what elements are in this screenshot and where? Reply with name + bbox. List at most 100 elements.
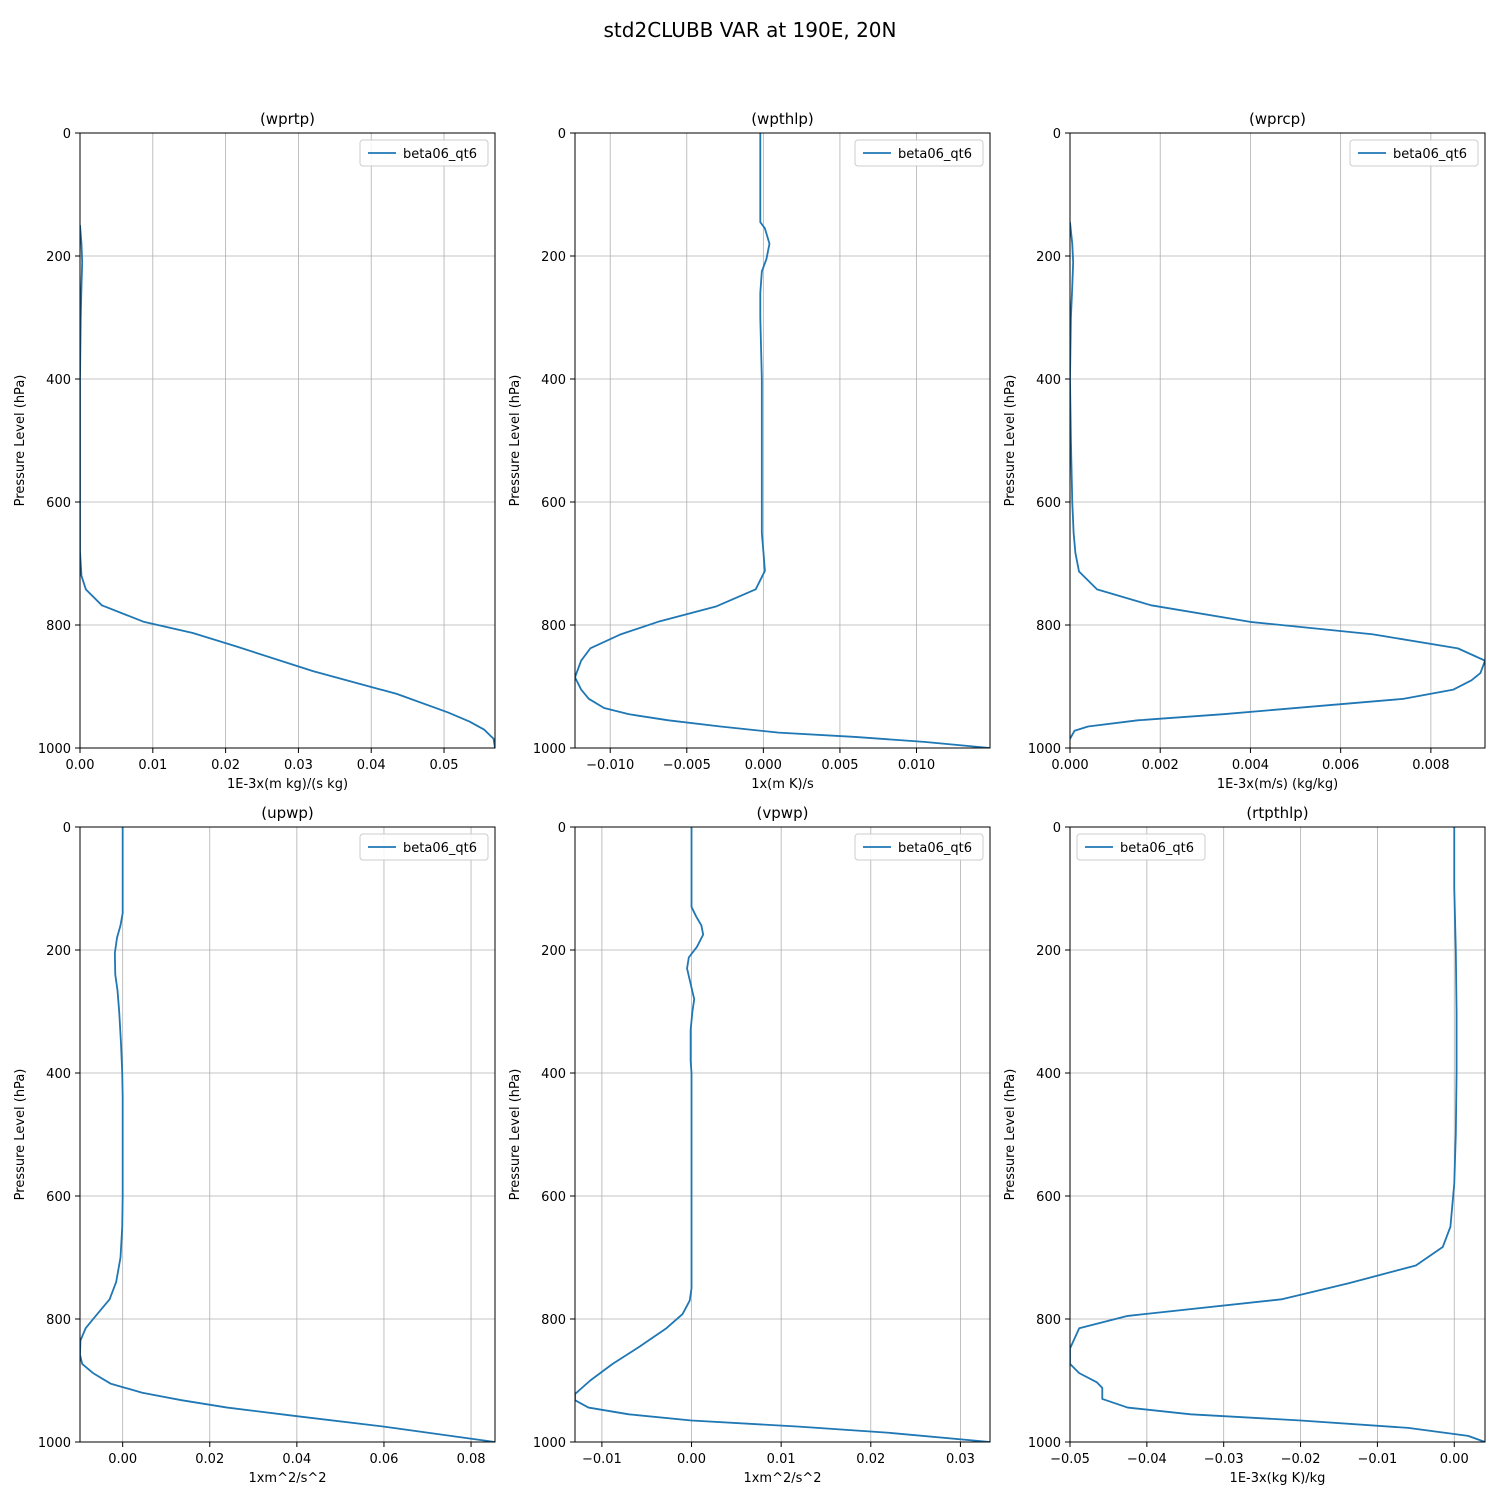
legend-label: beta06_qt6: [898, 841, 972, 856]
x-tick-label: 0.03: [946, 1452, 975, 1467]
x-tick-label: −0.04: [1127, 1452, 1167, 1467]
subplot-title: (wprtp): [260, 110, 315, 128]
x-tick-label: −0.02: [1281, 1452, 1321, 1467]
x-tick-label: 0.00: [677, 1452, 706, 1467]
y-axis-label: Pressure Level (hPa): [508, 375, 523, 507]
x-tick-label: 0.06: [369, 1452, 398, 1467]
x-tick-label: −0.05: [1050, 1452, 1090, 1467]
legend: beta06_qt6: [854, 139, 984, 167]
y-tick-label: 1000: [533, 742, 566, 757]
x-tick-label: 0.01: [138, 758, 167, 773]
x-tick-label: 0.006: [1322, 758, 1359, 773]
y-tick-label: 200: [1036, 944, 1061, 959]
y-tick-label: 0: [1053, 821, 1061, 836]
y-tick-label: 800: [1036, 619, 1061, 634]
legend-box: [854, 139, 984, 167]
y-tick-label: 800: [46, 619, 71, 634]
legend-box: [359, 833, 489, 861]
y-tick-label: 600: [46, 1190, 71, 1205]
legend-label: beta06_qt6: [1393, 147, 1467, 162]
series-line: [1070, 222, 1485, 740]
axes-frame: [574, 132, 991, 749]
y-tick-label: 600: [541, 496, 566, 511]
x-axis-label: 1xm^2/s^2: [743, 1471, 821, 1486]
x-axis-label: 1xm^2/s^2: [248, 1471, 326, 1486]
legend-label: beta06_qt6: [403, 147, 477, 162]
x-tick-label: 0.008: [1412, 758, 1449, 773]
legend: beta06_qt6: [1076, 833, 1206, 861]
legend-box: [1349, 139, 1479, 167]
subplot-grid: 0.00 0.01 0.02 0.03 0.04 0.05 0 200 400 600 800 100…: [13, 110, 1486, 1486]
x-tick-label: −0.010: [586, 758, 634, 773]
y-tick-label: 200: [46, 944, 71, 959]
y-tick-label: 400: [541, 373, 566, 388]
y-axis-label: Pressure Level (hPa): [508, 1069, 523, 1201]
subplot-title: (wpthlp): [751, 110, 814, 128]
x-tick-label: 0.02: [856, 1452, 885, 1467]
legend-label: beta06_qt6: [898, 147, 972, 162]
legend: beta06_qt6: [1349, 139, 1479, 167]
y-tick-label: 0: [63, 127, 71, 142]
y-tick-label: 600: [1036, 1190, 1061, 1205]
y-tick-label: 200: [541, 944, 566, 959]
subplot-4: −0.01 0.00 0.01 0.02 0.03 0 200 400 600 800 1000 (v…: [508, 804, 991, 1486]
x-axis-label: 1E-3x(m/s) (kg/kg): [1217, 777, 1338, 792]
y-axis-label: Pressure Level (hPa): [1003, 1069, 1018, 1201]
x-tick-label: 0.02: [195, 1452, 224, 1467]
x-tick-label: −0.03: [1204, 1452, 1244, 1467]
x-tick-label: 0.02: [211, 758, 240, 773]
y-tick-label: 400: [46, 373, 71, 388]
y-tick-label: 1000: [1028, 742, 1061, 757]
series-line: [80, 225, 495, 748]
y-tick-label: 400: [1036, 373, 1061, 388]
subplot-title: (vpwp): [757, 804, 809, 822]
y-tick-label: 1000: [1028, 1436, 1061, 1451]
y-tick-label: 200: [541, 250, 566, 265]
x-tick-label: 0.03: [284, 758, 313, 773]
figure-title: std2CLUBB VAR at 190E, 20N: [604, 18, 897, 42]
legend: beta06_qt6: [359, 833, 489, 861]
y-tick-label: 0: [558, 821, 566, 836]
y-tick-label: 800: [541, 1313, 566, 1328]
x-tick-label: 0.08: [457, 1452, 486, 1467]
y-axis-label: Pressure Level (hPa): [13, 1069, 28, 1201]
legend: beta06_qt6: [359, 139, 489, 167]
x-tick-label: 0.005: [821, 758, 858, 773]
y-tick-label: 400: [46, 1067, 71, 1082]
y-axis-label: Pressure Level (hPa): [13, 375, 28, 507]
x-tick-label: 0.00: [1440, 1452, 1469, 1467]
y-tick-label: 1000: [533, 1436, 566, 1451]
series-line: [80, 827, 495, 1442]
x-tick-label: −0.01: [1357, 1452, 1397, 1467]
y-tick-label: 400: [541, 1067, 566, 1082]
subplot-title: (rtpthlp): [1246, 804, 1308, 822]
y-tick-label: 0: [558, 127, 566, 142]
y-tick-label: 600: [541, 1190, 566, 1205]
y-tick-label: 0: [63, 821, 71, 836]
axes-frame: [1069, 132, 1486, 749]
y-tick-label: 800: [46, 1313, 71, 1328]
x-tick-label: 0.00: [108, 1452, 137, 1467]
legend-box: [854, 833, 984, 861]
axes-frame: [79, 132, 496, 749]
y-tick-label: 400: [1036, 1067, 1061, 1082]
y-axis-label: Pressure Level (hPa): [1003, 375, 1018, 507]
x-axis-label: 1x(m K)/s: [751, 777, 814, 792]
axes-frame: [1069, 826, 1486, 1443]
legend-label: beta06_qt6: [1120, 841, 1194, 856]
x-tick-label: 0.04: [357, 758, 386, 773]
subplot-1: −0.010 −0.005 0.000 0.005 0.010 0 200 400 600 800…: [508, 110, 991, 792]
y-tick-label: 200: [1036, 250, 1061, 265]
subplot-5: −0.05 −0.04 −0.03 −0.02 −0.01 0.00 0 200 400 600 8…: [1003, 804, 1486, 1486]
x-axis-label: 1E-3x(m kg)/(s kg): [227, 777, 348, 792]
x-axis-label: 1E-3x(kg K)/kg: [1230, 1471, 1326, 1486]
x-tick-label: −0.005: [663, 758, 711, 773]
y-tick-label: 200: [46, 250, 71, 265]
x-tick-label: 0.000: [1051, 758, 1088, 773]
series-line: [1070, 827, 1485, 1442]
y-tick-label: 600: [46, 496, 71, 511]
y-tick-label: 1000: [38, 742, 71, 757]
x-tick-label: 0.05: [430, 758, 459, 773]
